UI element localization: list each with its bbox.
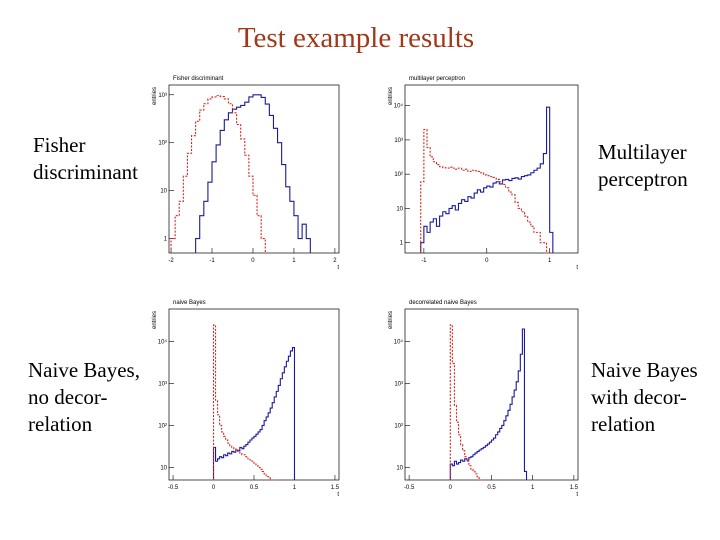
background-series (449, 324, 486, 481)
y-tick-label: 10 (396, 206, 403, 212)
y-tick-label: 1 (400, 241, 404, 247)
y-tick-label: 10³ (394, 382, 403, 388)
dnb-label-line-1: Naive Bayes (591, 358, 698, 382)
y-axis-label: entries (152, 87, 158, 105)
x-tick-label: 1.5 (570, 485, 579, 491)
y-tick-label: 10³ (394, 138, 403, 144)
y-tick-label: 10 (160, 465, 167, 471)
x-tick-label: -2 (168, 258, 174, 264)
nb-label-line-2: no decor- (28, 385, 108, 409)
x-axis-label: t (576, 265, 578, 271)
y-tick-label: 10⁴ (394, 103, 404, 110)
y-tick-label: 10² (158, 141, 167, 147)
x-tick-label: -0.5 (168, 485, 179, 491)
x-tick-label: 2 (333, 258, 337, 264)
x-tick-label: 0 (485, 258, 489, 264)
chart-title: decorrelated naive Bayes (409, 300, 477, 306)
nb-label-line-1: Naive Bayes, (28, 358, 140, 382)
signal-series (420, 106, 554, 253)
mlp-label: Multilayer perceptron (598, 139, 688, 193)
x-tick-label: 1 (531, 485, 535, 491)
x-tick-label: -1 (209, 258, 215, 264)
y-axis-label: entries (388, 87, 394, 105)
plot-frame (404, 84, 579, 254)
y-tick-label: 10 (160, 189, 167, 195)
fisher-label-line-2: discriminant (33, 160, 138, 184)
plot-frame (168, 308, 340, 481)
x-tick-label: 0 (251, 258, 255, 264)
y-axis-label: entries (388, 311, 394, 329)
mlp-label-line-1: Multilayer (598, 140, 687, 164)
chart-title: multilayer perceptron (409, 76, 465, 82)
signal-series (212, 347, 296, 480)
chart-title: naive Bayes (173, 300, 206, 306)
y-tick-label: 10² (158, 423, 167, 429)
slide-title: Test example results (237, 22, 475, 54)
signal-series (195, 94, 311, 253)
background-series (420, 129, 550, 254)
background-series (170, 95, 266, 253)
y-axis-label: entries (152, 311, 158, 329)
x-tick-label: 1 (293, 485, 297, 491)
plot-frame (168, 84, 340, 254)
x-tick-label: -1 (421, 258, 427, 264)
x-tick-label: 0 (212, 485, 216, 491)
x-axis-label: t (337, 265, 339, 271)
fisher-histogram: Fisher discriminant -2 -1 0 1 2t 1 10 10² 10³entr… (152, 76, 340, 271)
y-tick-label: 10² (394, 172, 403, 178)
y-tick-label: 10⁴ (394, 339, 404, 346)
mlp-histogram: multilayer perceptron -1 0 1 t 1 10 10² 10³ 10⁴en… (388, 76, 579, 271)
nb-label: Naive Bayes, no decor- relation (28, 357, 140, 438)
x-tick-label: 0.5 (250, 485, 259, 491)
plot-frame (404, 308, 579, 481)
fisher-label-line-1: Fisher (33, 133, 86, 157)
y-tick-label: 10² (394, 423, 403, 429)
y-tick-label: 10⁴ (158, 339, 168, 346)
mlp-label-line-2: perceptron (598, 167, 688, 191)
background-series (212, 324, 277, 481)
dnb-label: Naive Bayes with decor- relation (591, 357, 698, 438)
y-tick-label: 10 (396, 465, 403, 471)
nb-label-line-3: relation (28, 412, 93, 436)
x-tick-label: 0.5 (487, 485, 496, 491)
y-tick-label: 1 (164, 237, 168, 243)
y-tick-label: 10³ (158, 382, 167, 388)
signal-series (449, 328, 528, 480)
dnb-label-line-3: relation (591, 412, 656, 436)
fisher-label: Fisher discriminant (33, 132, 138, 186)
x-tick-label: 1 (548, 258, 552, 264)
x-tick-label: -0.5 (404, 485, 415, 491)
y-tick-label: 10³ (158, 93, 167, 99)
nb-histogram: naive Bayes -0.5 0 0.5 1 1.5t 10 10² 10³ 10⁴ entri… (152, 300, 340, 498)
x-axis-label: t (337, 492, 339, 498)
dnb-label-line-2: with decor- (591, 385, 687, 409)
chart-title: Fisher discriminant (173, 76, 224, 82)
x-axis-label: t (576, 492, 578, 498)
x-tick-label: 1 (292, 258, 296, 264)
dnb-histogram: decorrelated naive Bayes -0.5 0 0.5 1 1.5t 10 1… (388, 300, 579, 498)
x-tick-label: 1.5 (331, 485, 340, 491)
x-tick-label: 0 (449, 485, 453, 491)
